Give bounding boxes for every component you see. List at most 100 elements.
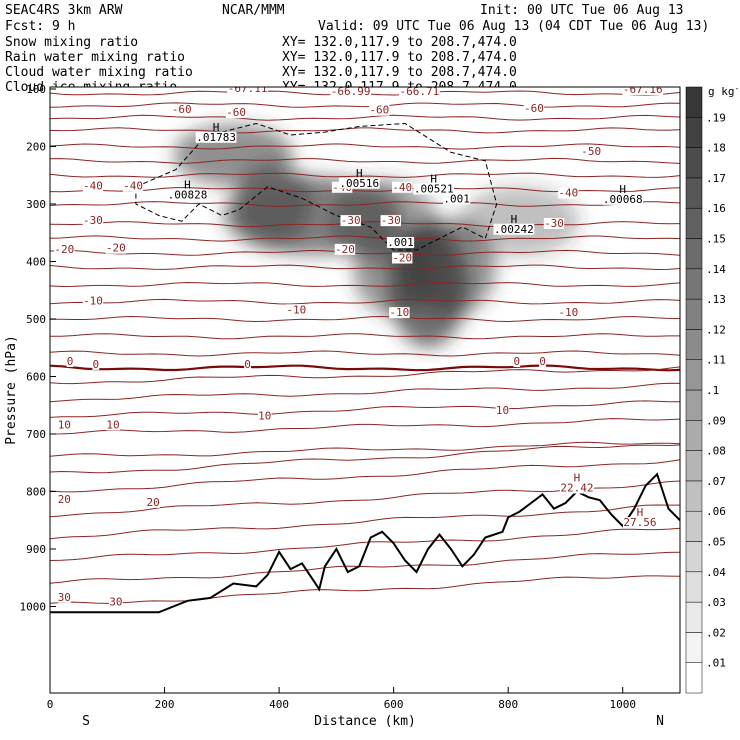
- y-tick-label: 800: [26, 486, 46, 499]
- label-text: 10: [496, 404, 509, 417]
- isotherm-label: 0: [513, 355, 521, 368]
- isotherm-line: [50, 366, 680, 385]
- max-marker: H: [213, 121, 220, 134]
- isotherm-label: -60: [523, 102, 545, 115]
- maximum-label: H.00242: [493, 213, 535, 236]
- maximum-label: H.01783: [195, 121, 237, 144]
- isotherm-line: [50, 364, 680, 372]
- snow-blob: [233, 162, 314, 246]
- label-text: 20: [146, 496, 159, 509]
- colorbar-swatch: [685, 207, 703, 239]
- isotherm-label: 30: [109, 595, 123, 608]
- isotherm-line: [50, 418, 680, 435]
- isotherm-line: [50, 315, 680, 323]
- ice-label: .001: [443, 192, 471, 205]
- isotherm-label: -30: [543, 217, 565, 230]
- isotherm-label: -40: [558, 187, 579, 200]
- label-text: .00516: [339, 177, 379, 190]
- x-tick-label: 600: [384, 698, 404, 711]
- label-text: 10: [106, 418, 119, 431]
- colorbar-label: .13: [706, 293, 726, 306]
- isotherm-line: [50, 350, 680, 357]
- y-tick-label: 200: [26, 141, 46, 154]
- colorbar-swatch: [685, 177, 703, 209]
- label-text: -30: [381, 214, 401, 227]
- label-text: 27.56: [623, 516, 656, 529]
- label-text: -66.71: [400, 85, 440, 98]
- valid-time: Valid: 09 UTC Tue 06 Aug 13 (04 CDT Tue …: [318, 19, 709, 34]
- field-xy: XY= 132.0,117.9 to 208.7,474.0: [282, 50, 517, 65]
- label-text: 30: [58, 591, 71, 604]
- cloud-ice-contours: [135, 122, 498, 251]
- isotherm-label: -20: [392, 252, 413, 265]
- x-end-left: S: [82, 714, 90, 729]
- field-name: Cloud water mixing ratio: [5, 65, 193, 80]
- isotherm-label: -10: [82, 295, 104, 308]
- isotherm-line: [50, 264, 680, 271]
- colorbar-swatch: [685, 117, 703, 148]
- isotherm-line: [50, 441, 680, 457]
- isotherm-label: 10: [57, 418, 72, 431]
- field-xy: XY= 132.0,117.9 to 208.7,474.0: [282, 35, 517, 50]
- colorbar-swatch: [685, 298, 703, 330]
- y-tick-label: 500: [26, 313, 46, 326]
- isotherm-label: -40: [392, 181, 413, 194]
- isotherm-label: -67.11: [227, 87, 268, 95]
- isotherm-label: 10: [495, 404, 510, 417]
- colorbar-swatch: [685, 601, 703, 633]
- isotherm-line: [50, 221, 680, 228]
- label-text: 0: [513, 355, 520, 368]
- isotherm-label: 30: [57, 591, 72, 604]
- colorbar-swatch: [685, 420, 703, 451]
- isotherm-label: -10: [558, 306, 579, 319]
- label-text: 0: [67, 355, 74, 368]
- label-text: .00242: [494, 223, 534, 236]
- label-text: -60: [172, 103, 192, 116]
- colorbar-swatch: [685, 450, 703, 482]
- model-title: SEAC4RS 3km ARW: [5, 3, 123, 18]
- isotherm-line: [50, 281, 680, 288]
- isotherm-label: -20: [105, 242, 127, 255]
- colorbar-label: .06: [706, 505, 726, 518]
- label-text: .00828: [168, 188, 208, 201]
- isotherm-line: [50, 102, 680, 108]
- isotherm-line: [50, 298, 680, 305]
- label-text: 0: [93, 358, 100, 371]
- maximum-label: H.00521: [413, 173, 455, 196]
- isotherm-line: [50, 157, 680, 164]
- isotherm-line: [50, 382, 680, 403]
- isotherm-label: -66.71: [399, 85, 440, 98]
- label-text: -60: [226, 106, 246, 119]
- label-text: -20: [106, 242, 126, 255]
- colorbar-label: .08: [706, 445, 726, 458]
- isotherm-label: -60: [369, 104, 390, 117]
- max-marker: H: [637, 506, 644, 519]
- axes: 0 200 400 600 800 100010020030040050060070080…: [20, 83, 664, 729]
- isotherm-label: -10: [389, 306, 410, 319]
- isotherm-line: [50, 527, 680, 561]
- label-text: .001: [443, 192, 470, 205]
- colorbar-swatch: [685, 662, 703, 694]
- label-text: -20: [392, 252, 412, 265]
- field-xy: XY= 132.0,117.9 to 208.7,474.0: [282, 65, 517, 80]
- colorbar-swatch: [685, 541, 703, 573]
- x-tick-label: 0: [47, 698, 54, 711]
- label-text: -30: [341, 214, 361, 227]
- contour-labels: -67.11 -66.99 -66.71 -67.16 -60 -60 -60 -60 -50 -…: [54, 85, 664, 608]
- label-text: -20: [54, 243, 74, 256]
- label-text: -40: [392, 181, 412, 194]
- label-text: -30: [544, 217, 564, 230]
- x-axis-label: Distance (km): [314, 714, 416, 729]
- colorbar: .01 .02 .03 .04 .05 .06 .07 .08 .09 .1 .11 .12 .13 .1…: [685, 86, 726, 694]
- max-marker: H: [356, 167, 363, 180]
- max-marker: H: [619, 183, 626, 196]
- label-text: 0: [539, 355, 546, 368]
- isotherm-line: [50, 235, 680, 242]
- colorbar-label: .14: [706, 263, 726, 276]
- colorbar-label: .01: [706, 657, 726, 670]
- isotherm-label: -60: [225, 106, 247, 119]
- colorbar-label: .12: [706, 323, 726, 336]
- isotherm-line: [50, 551, 680, 584]
- isotherm-label: 10: [257, 410, 272, 423]
